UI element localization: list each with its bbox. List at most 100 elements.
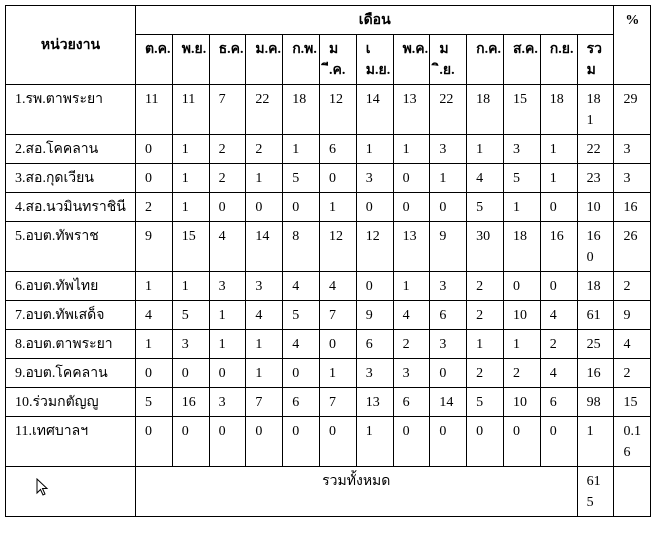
- month-value: 4: [282, 271, 320, 301]
- month-value: 6: [355, 329, 394, 359]
- month-value: 1: [539, 134, 578, 164]
- month-label: มิ.ย.: [429, 34, 468, 85]
- month-value: 5: [502, 163, 541, 193]
- month-value: 7: [245, 387, 284, 417]
- footer-label: รวมทั้งหมด: [135, 466, 578, 517]
- month-value: 8: [282, 221, 320, 272]
- month-value: 1: [539, 163, 578, 193]
- month-value: 0: [466, 416, 504, 467]
- table-row: 9.อบต.โคคลาน 0 0 0 1 0 1 3 3 0 2 2 4 16 2: [5, 358, 652, 388]
- month-value: 4: [245, 300, 284, 330]
- month-value: 0: [429, 192, 468, 222]
- month-value: 1: [502, 192, 541, 222]
- unit-name: 2.สอ.โคคลาน: [5, 134, 136, 164]
- table-row: 2.สอ.โคคลาน 0 1 2 2 1 6 1 1 3 1 3 1 22 3: [5, 134, 652, 164]
- month-label: ก.ค.: [466, 34, 504, 85]
- unit-name: 1.รพ.ตาพระยา: [5, 84, 136, 135]
- month-value: 0: [355, 192, 394, 222]
- month-value: 13: [392, 84, 431, 135]
- month-label: มี.ค.: [318, 34, 357, 85]
- unit-name: 8.อบต.ตาพระยา: [5, 329, 136, 359]
- month-value: 3: [429, 134, 468, 164]
- month-value: 11: [171, 84, 210, 135]
- row-total: 1: [576, 416, 615, 467]
- month-value: 2: [466, 271, 504, 301]
- month-value: 5: [282, 300, 320, 330]
- month-value: 13: [355, 387, 394, 417]
- month-label: ต.ค.: [135, 34, 173, 85]
- month-value: 2: [208, 134, 247, 164]
- month-value: 0: [208, 192, 247, 222]
- month-value: 0: [282, 358, 320, 388]
- month-value: 12: [318, 84, 357, 135]
- month-label: ก.พ.: [282, 34, 320, 85]
- month-label: พ.ค.: [392, 34, 431, 85]
- percent-header: %: [613, 5, 652, 85]
- month-value: 0: [355, 271, 394, 301]
- month-value: 1: [135, 329, 173, 359]
- month-value: 0: [539, 271, 578, 301]
- month-value: 0: [208, 416, 247, 467]
- month-value: 5: [135, 387, 173, 417]
- month-value: 3: [429, 329, 468, 359]
- month-value: 2: [208, 163, 247, 193]
- month-value: 22: [429, 84, 468, 135]
- month-value: 1: [466, 134, 504, 164]
- month-value: 1: [171, 134, 210, 164]
- table-row: 5.อบต.ทัพราช 9 15 4 14 8 12 12 13 9 30 18 16 160 26: [5, 221, 652, 272]
- month-value: 6: [318, 134, 357, 164]
- month-value: 18: [539, 84, 578, 135]
- month-value: 4: [282, 329, 320, 359]
- table-row: 8.อบต.ตาพระยา 1 3 1 1 4 0 6 2 3 1 1 2 25 4: [5, 329, 652, 359]
- row-total: 10: [576, 192, 615, 222]
- month-value: 5: [282, 163, 320, 193]
- month-value: 0: [245, 192, 284, 222]
- month-value: 0: [135, 358, 173, 388]
- month-value: 11: [135, 84, 173, 135]
- row-percent: 26: [613, 221, 652, 272]
- month-value: 30: [466, 221, 504, 272]
- month-value: 22: [245, 84, 284, 135]
- table-row: 11.เทศบาลฯ 0 0 0 0 0 0 1 0 0 0 0 0 1 0.16: [5, 416, 652, 467]
- month-value: 10: [502, 387, 541, 417]
- row-percent: 29: [613, 84, 652, 135]
- table-row: 10.ร่วมกตัญญู 5 16 3 7 6 7 13 6 14 5 10 6 98 15: [5, 387, 652, 417]
- row-percent: 0.16: [613, 416, 652, 467]
- month-value: 5: [466, 387, 504, 417]
- month-value: 4: [392, 300, 431, 330]
- row-total: 22: [576, 134, 615, 164]
- month-value: 1: [245, 329, 284, 359]
- month-value: 4: [539, 358, 578, 388]
- month-value: 1: [208, 329, 247, 359]
- month-label: ธ.ค.: [208, 34, 247, 85]
- mouse-cursor: [36, 478, 49, 496]
- month-value: 0: [429, 358, 468, 388]
- month-value: 3: [502, 134, 541, 164]
- table-body: 1.รพ.ตาพระยา 11 11 7 22 18 12 14 13 22 18 15 18 181 29…: [5, 84, 652, 517]
- month-value: 1: [392, 134, 431, 164]
- unit-name: 7.อบต.ทัพเสด็จ: [5, 300, 136, 330]
- month-value: 3: [208, 387, 247, 417]
- month-label: ก.ย.: [539, 34, 578, 85]
- month-value: 0: [318, 329, 357, 359]
- row-percent: 4: [613, 329, 652, 359]
- month-value: 1: [171, 192, 210, 222]
- month-value: 3: [392, 358, 431, 388]
- month-value: 2: [502, 358, 541, 388]
- month-value: 1: [208, 300, 247, 330]
- month-label: ม.ค.: [245, 34, 284, 85]
- month-value: 0: [282, 416, 320, 467]
- month-value: 4: [208, 221, 247, 272]
- row-percent: 9: [613, 300, 652, 330]
- month-value: 3: [429, 271, 468, 301]
- month-row: ต.ค. พ.ย. ธ.ค. ม.ค. ก.พ. มี.ค. เม.ย. พ.ค. มิ.ย. ก…: [6, 34, 651, 85]
- month-value: 14: [429, 387, 468, 417]
- row-percent: 16: [613, 192, 652, 222]
- row-percent: 2: [613, 271, 652, 301]
- month-value: 0: [392, 416, 431, 467]
- month-value: 1: [171, 271, 210, 301]
- month-value: 18: [502, 221, 541, 272]
- month-value: 3: [208, 271, 247, 301]
- month-value: 3: [171, 329, 210, 359]
